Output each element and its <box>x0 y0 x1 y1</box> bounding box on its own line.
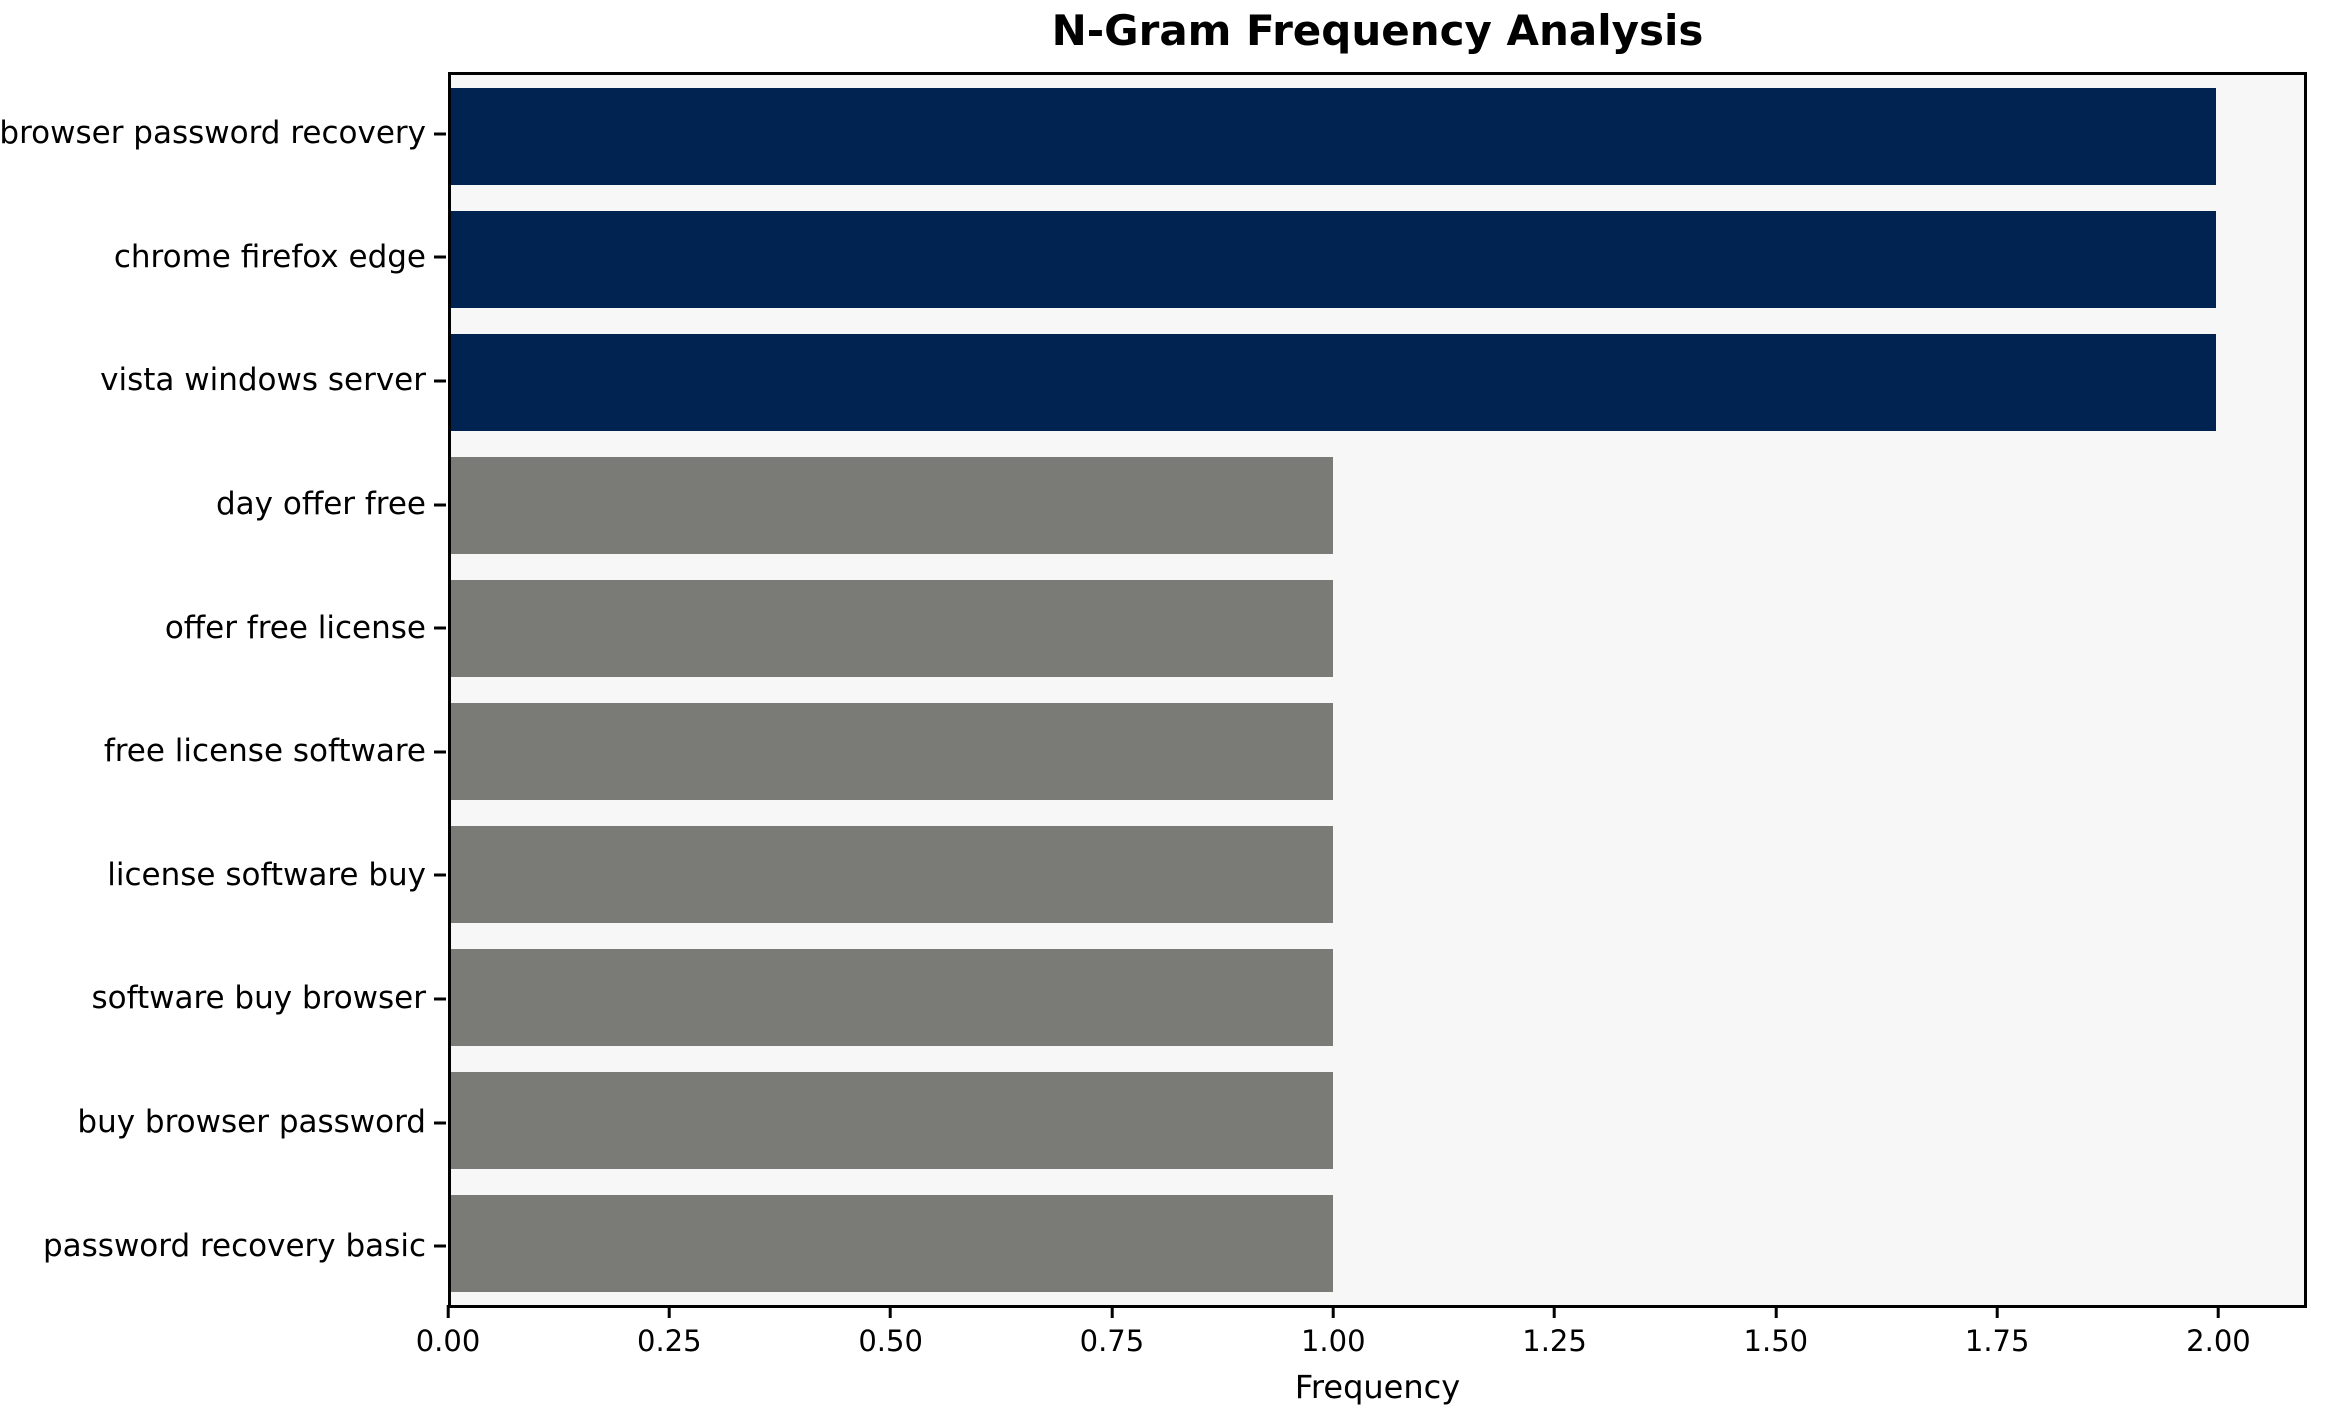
plot-area <box>448 72 2307 1308</box>
x-tick: 1.00 <box>1301 1305 1366 1356</box>
bar-row <box>451 75 2304 198</box>
y-tick-mark <box>434 1244 446 1248</box>
bar <box>451 825 1334 924</box>
y-tick-mark <box>434 626 446 630</box>
x-tick-mark <box>1553 1305 1557 1318</box>
x-tick: 1.75 <box>1964 1305 2030 1358</box>
x-tick-label: 2.00 <box>2186 1324 2251 1358</box>
y-tick-mark <box>434 1121 446 1125</box>
y-axis-tick-marks <box>434 72 446 1308</box>
bar-row <box>451 813 2304 936</box>
chart-title: N-Gram Frequency Analysis <box>1051 6 1704 55</box>
y-tick-label: chrome firefox edge <box>113 238 426 275</box>
x-tick-mark <box>446 1305 450 1318</box>
x-tick-mark <box>889 1305 893 1318</box>
x-axis-ticks: 0.00 0.25 0.50 0.75 1.00 1.25 1.50 1.75 2.00 <box>416 1305 2307 1375</box>
x-tick: 0.75 <box>1079 1305 1145 1358</box>
bar <box>451 456 1334 555</box>
bar-row <box>451 690 2304 813</box>
y-label-row: software buy browser <box>0 937 426 1061</box>
bar <box>451 1071 1334 1170</box>
y-tick-mark <box>434 503 446 507</box>
bar-row <box>451 198 2304 321</box>
x-tick: 2.00 <box>2186 1305 2251 1356</box>
y-label-row: chrome firefox edge <box>0 196 426 320</box>
y-tick-label: software buy browser <box>91 980 426 1017</box>
x-tick-label: 1.25 <box>1522 1324 1587 1358</box>
bar <box>451 87 2216 186</box>
bars-container <box>451 75 2304 1305</box>
y-label-row: day offer free <box>0 443 426 567</box>
bar-row <box>451 1182 2304 1305</box>
y-label-row: offer free license <box>0 566 426 690</box>
bar <box>451 1194 1334 1293</box>
y-tick-mark <box>434 379 446 383</box>
x-tick: 0.00 <box>415 1305 481 1358</box>
bar <box>451 948 1334 1047</box>
y-tick-label: day offer free <box>216 486 426 523</box>
x-tick-label: 0.50 <box>858 1324 923 1358</box>
bar-row <box>451 444 2304 567</box>
y-axis-labels: browser password recovery chrome firefox … <box>0 72 426 1308</box>
y-label-row: free license software <box>0 690 426 814</box>
y-tick-label: license software buy <box>107 856 426 893</box>
x-tick-label: 0.00 <box>415 1324 481 1358</box>
x-tick-mark <box>1331 1305 1335 1318</box>
y-tick-label: vista windows server <box>100 362 426 399</box>
y-label-row: vista windows server <box>0 319 426 443</box>
x-tick-label: 1.00 <box>1300 1324 1366 1358</box>
y-label-row: buy browser password <box>0 1061 426 1185</box>
bar-row <box>451 321 2304 444</box>
x-axis-label: Frequency <box>1294 1368 1461 1406</box>
y-tick-label: buy browser password <box>77 1104 426 1141</box>
bar <box>451 333 2216 432</box>
y-label-row: password recovery basic <box>0 1184 426 1308</box>
y-tick-mark <box>434 750 446 754</box>
y-label-row: license software buy <box>0 814 426 938</box>
x-tick: 1.50 <box>1743 1305 1809 1358</box>
y-label-row: browser password recovery <box>0 72 426 196</box>
y-tick-mark <box>434 132 446 136</box>
bar-row <box>451 1059 2304 1182</box>
x-tick-label: 1.75 <box>1964 1324 2030 1358</box>
x-tick-mark <box>1110 1305 1114 1318</box>
x-tick-mark <box>1774 1305 1778 1318</box>
x-tick-mark <box>1995 1305 1999 1318</box>
bar <box>451 702 1334 801</box>
y-tick-label: password recovery basic <box>42 1227 426 1264</box>
y-tick-mark <box>434 873 446 877</box>
x-tick-label: 0.25 <box>637 1324 702 1358</box>
bar <box>451 210 2216 309</box>
x-tick: 0.25 <box>637 1305 702 1356</box>
x-tick: 1.25 <box>1522 1305 1587 1356</box>
bar-row <box>451 936 2304 1059</box>
y-tick-label: free license software <box>103 733 426 770</box>
y-tick-label: browser password recovery <box>0 115 426 152</box>
y-tick-label: offer free license <box>164 609 426 646</box>
x-tick: 0.50 <box>858 1305 923 1356</box>
bar <box>451 579 1334 678</box>
x-tick-mark <box>2216 1305 2220 1318</box>
y-tick-mark <box>434 255 446 259</box>
x-tick-label: 1.50 <box>1743 1324 1809 1358</box>
y-tick-mark <box>434 997 446 1001</box>
x-tick-mark <box>667 1305 671 1318</box>
x-tick-label: 0.75 <box>1079 1324 1145 1358</box>
bar-row <box>451 567 2304 690</box>
